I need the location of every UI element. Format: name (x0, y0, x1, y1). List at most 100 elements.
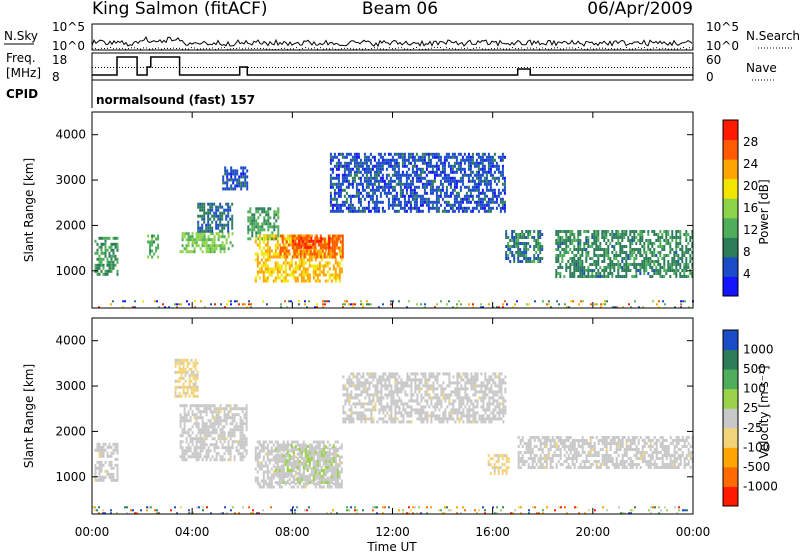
echo-cell (267, 447, 269, 450)
echo-cell (230, 416, 232, 419)
echo-cell (681, 269, 683, 272)
echo-cell (434, 207, 436, 210)
echo-cell (470, 195, 472, 198)
echo-cell (335, 456, 337, 459)
echo-cell (111, 249, 113, 252)
echo-cell (448, 201, 450, 204)
nave-dot (614, 67, 615, 68)
echo-cell (234, 184, 236, 187)
echo-cell (333, 265, 335, 268)
echo-cell (297, 280, 299, 283)
echo-cell (633, 236, 635, 239)
echo-cell (105, 243, 107, 246)
echo-cell (259, 468, 261, 471)
noise-cell (526, 303, 528, 305)
search-noise-dot (176, 48, 177, 49)
search-noise-dot (131, 47, 132, 48)
echo-cell (416, 159, 418, 162)
nave-dot (449, 67, 450, 68)
echo-cell (476, 171, 478, 174)
echo-cell (281, 280, 283, 283)
echo-cell (293, 451, 295, 454)
echo-cell (498, 195, 500, 198)
echo-cell (625, 257, 627, 260)
search-noise-dot (353, 49, 354, 50)
echo-cell (275, 466, 277, 469)
echo-cell (617, 260, 619, 263)
echo-cell (111, 476, 113, 479)
echo-cell (533, 236, 535, 239)
echo-cell (312, 243, 314, 246)
echo-cell (246, 422, 248, 425)
echo-cell (639, 233, 641, 236)
echo-cell (205, 230, 207, 233)
nave-dot (407, 67, 408, 68)
echo-cell (259, 244, 261, 247)
echo-cell (101, 264, 103, 267)
echo-cell (474, 186, 476, 189)
echo-cell (181, 368, 183, 371)
echo-cell (416, 153, 418, 156)
echo-cell (502, 183, 504, 186)
echo-cell (263, 444, 265, 447)
search-noise-dot (314, 47, 315, 48)
echo-cell (230, 178, 232, 181)
echo-cell (275, 256, 277, 259)
echo-cell (214, 428, 216, 431)
echo-cell (412, 153, 414, 156)
echo-cell (259, 268, 261, 271)
echo-cell (295, 471, 297, 474)
echo-cell (434, 165, 436, 168)
echo-cell (661, 245, 663, 248)
echo-cell (464, 153, 466, 156)
echo-cell (364, 171, 366, 174)
echo-cell (408, 162, 410, 165)
echo-cell (186, 440, 188, 443)
nave-dot (281, 67, 282, 68)
echo-cell (286, 253, 288, 256)
echo-cell (472, 171, 474, 174)
echo-cell (271, 483, 273, 486)
echo-cell (611, 266, 613, 269)
echo-cell (297, 444, 299, 447)
noise-cell (188, 303, 190, 305)
echo-cell (229, 218, 231, 221)
nave-dot (137, 67, 138, 68)
echo-cell (218, 416, 220, 419)
echo-cell (335, 274, 337, 277)
echo-cell (310, 237, 312, 240)
echo-cell (386, 192, 388, 195)
echo-cell (189, 383, 191, 386)
echo-cell (323, 448, 325, 451)
echo-cell (665, 242, 667, 245)
echo-cell (267, 213, 269, 216)
echo-cell (297, 466, 299, 469)
echo-cell (394, 153, 396, 156)
search-noise-dot (398, 47, 399, 48)
echo-cell (230, 175, 232, 178)
echo-cell (244, 172, 246, 175)
echo-cell (309, 463, 311, 466)
nave-dot (254, 67, 255, 68)
echo-cell (504, 204, 506, 207)
echo-cell (182, 431, 184, 434)
echo-cell (341, 271, 343, 274)
echo-cell (227, 203, 229, 206)
echo-cell (573, 275, 575, 278)
echo-cell (438, 168, 440, 171)
echo-cell (669, 266, 671, 269)
echo-cell (238, 184, 240, 187)
echo-cell (259, 271, 261, 274)
echo-cell (285, 463, 287, 466)
echo-cell (637, 251, 639, 254)
echo-cell (675, 269, 677, 272)
echo-cell (358, 165, 360, 168)
echo-cell (218, 422, 220, 425)
echo-cell (236, 440, 238, 443)
echo-cell (293, 271, 295, 274)
echo-cell (198, 235, 200, 238)
echo-cell (261, 250, 263, 253)
echo-cell (683, 275, 685, 278)
echo-cell (454, 183, 456, 186)
echo-cell (358, 192, 360, 195)
